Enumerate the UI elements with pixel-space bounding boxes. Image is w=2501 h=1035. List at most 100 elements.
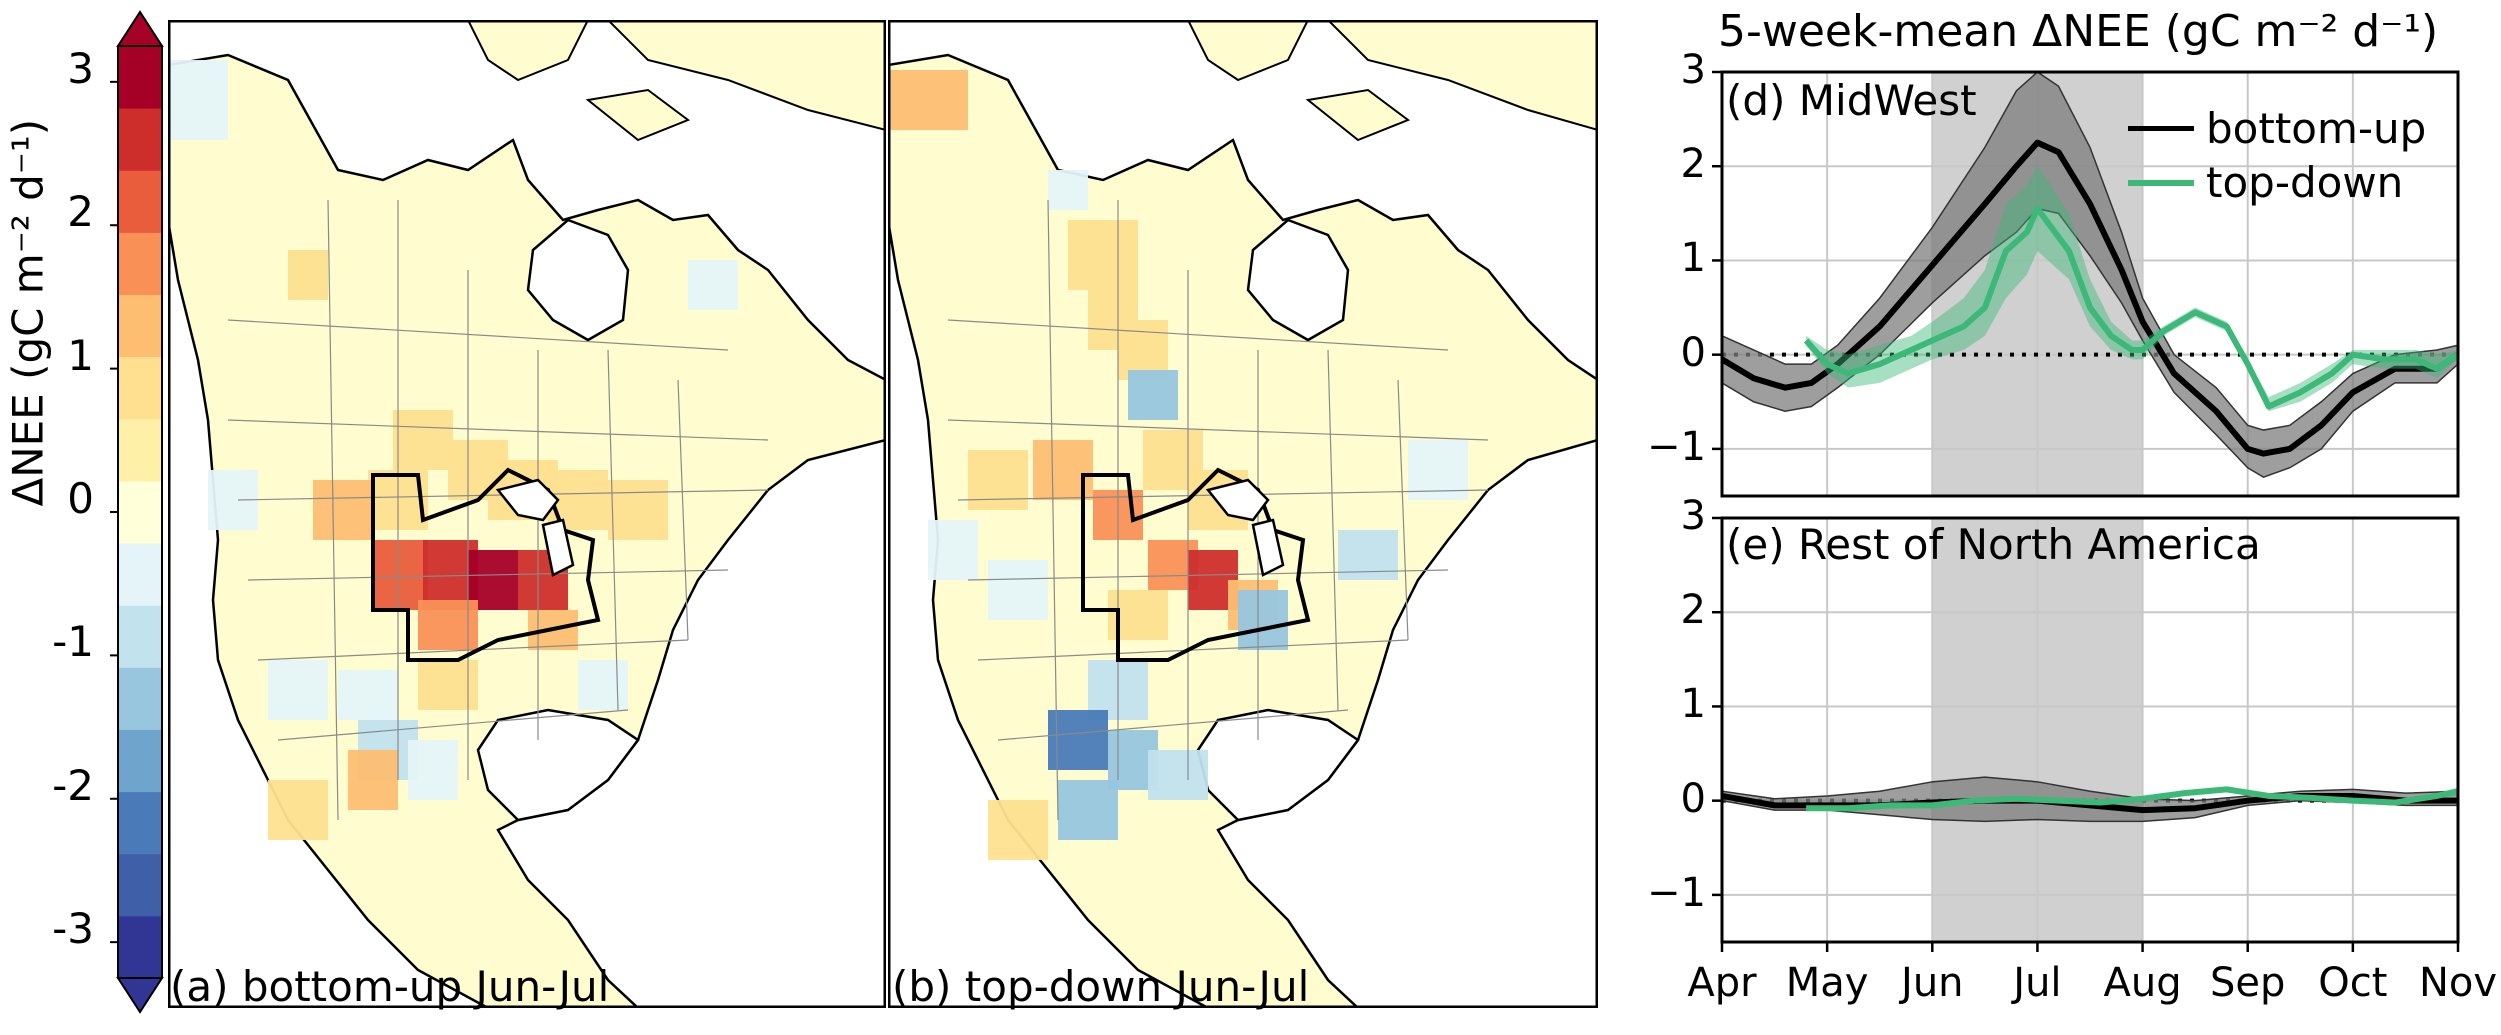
colorbar-segment [118,294,162,358]
great-lakes [495,478,560,522]
colorbar-segment [118,46,162,109]
colorbar-segment [118,667,162,730]
colorbar [110,10,164,1014]
greenland [1326,20,1598,132]
y-tick-label: 3 [1680,493,1706,539]
panel-frame [1720,516,2460,944]
y-tick-label: 3 [1680,47,1706,93]
admin-line [227,319,729,351]
anomaly-cell [1238,590,1288,650]
admin-line [227,419,769,441]
x-tick-label: Oct [2318,960,2388,1006]
timeseries-title: 5-week-mean ΔNEE (gC m⁻² d⁻¹) [1718,6,2439,57]
x-tick-label: Sep [2210,960,2286,1006]
colorbar-segment [118,418,162,482]
anomaly-cell [1058,780,1118,840]
y-tick-label: 0 [1680,329,1706,376]
greenland [606,20,886,132]
y-tick-label: 1 [1680,681,1706,728]
map-a-label: (a) bottom-up Jun-Jul [170,962,610,1011]
y-tick-label: 0 [1680,775,1706,822]
colorbar-tick-label: -2 [52,760,94,810]
colorbar-tick-label: 1 [67,330,94,380]
midwest-outline [371,467,601,662]
y-tick-label: 2 [1680,587,1706,634]
colorbar-tick-label: 2 [67,187,94,237]
gulf-of-mexico [476,708,640,822]
hudson-bay [1246,218,1350,342]
legend-line-top-down [2128,180,2194,186]
great-lakes [1205,478,1270,522]
x-tick-label: Jul [2013,960,2062,1006]
anomaly-cell [1068,220,1138,290]
y-tick-label: −1 [1647,423,1706,470]
map-b-label: (b) top-down Jun-Jul [892,962,1310,1011]
anomaly-cell [268,780,328,840]
anomaly-cell [313,480,373,540]
admin-line [967,569,1449,581]
arctic-island [585,88,691,142]
map-bottom-up [168,20,886,1008]
anomaly-cell [168,60,228,140]
map-frame [888,20,1598,1008]
y-tick-label: 2 [1680,141,1706,188]
great-lakes [1251,518,1285,577]
series-line-top-down [1803,205,2460,410]
admin-line [947,319,1449,351]
anomaly-cell [1048,170,1088,210]
y-tick-label: 1 [1680,235,1706,282]
admin-line [1047,199,1059,821]
anomaly-cell [348,750,398,810]
panel-frame [1720,70,2460,498]
admin-line [247,569,729,581]
anomaly-cell [928,520,978,580]
anomaly-cell [988,800,1048,860]
admin-line [1327,349,1339,711]
map-top-down [888,20,1598,1008]
anomaly-cell [373,540,428,610]
anomaly-cell [288,250,328,300]
colorbar-segment [118,605,162,668]
anomaly-cell [1148,750,1208,800]
admin-line [677,379,689,641]
legend-line-bottom-up [2128,126,2194,131]
colorbar-segment [118,356,162,420]
x-tick-label: Nov [2418,960,2498,1006]
arctic-island [1305,88,1411,142]
anomaly-cell [578,660,628,710]
anomaly-cell [338,670,398,720]
midwest-outline [1081,467,1311,662]
anomaly-cell [268,660,328,720]
map-frame [168,20,886,1008]
admin-line [1397,379,1409,641]
hudson-bay [526,218,630,342]
colorbar-segment [118,170,162,233]
colorbar-segment [118,729,162,793]
anomaly-cell [888,70,968,130]
colorbar-segment [118,853,162,917]
y-tick-label: −1 [1647,869,1706,916]
admin-line [327,199,339,821]
anomaly-cell [988,560,1048,620]
admin-line [947,419,1489,441]
arctic-island [466,20,590,82]
colorbar-segment [118,791,162,855]
x-tick-label: Apr [1687,960,1757,1006]
legend-label-top-down: top-down [2206,158,2404,207]
x-tick-label: Jun [1901,960,1964,1006]
colorbar-tick-label: -3 [52,904,94,954]
x-tick-label: Aug [2103,960,2182,1006]
colorbar-tick-label: 3 [67,43,94,93]
panel-d-title: (d) MidWest [1726,76,1977,125]
colorbar-tick-label: 0 [67,474,94,523]
legend-label-bottom-up: bottom-up [2206,104,2427,153]
anomaly-cell [1128,370,1178,420]
colorbar-segment [118,232,162,296]
colorbar-segment [118,543,162,606]
panel-e-title: (e) Rest of North America [1726,520,2261,569]
colorbar-segment [118,108,162,171]
admin-line [607,349,619,711]
anomaly-cell [1048,710,1108,770]
